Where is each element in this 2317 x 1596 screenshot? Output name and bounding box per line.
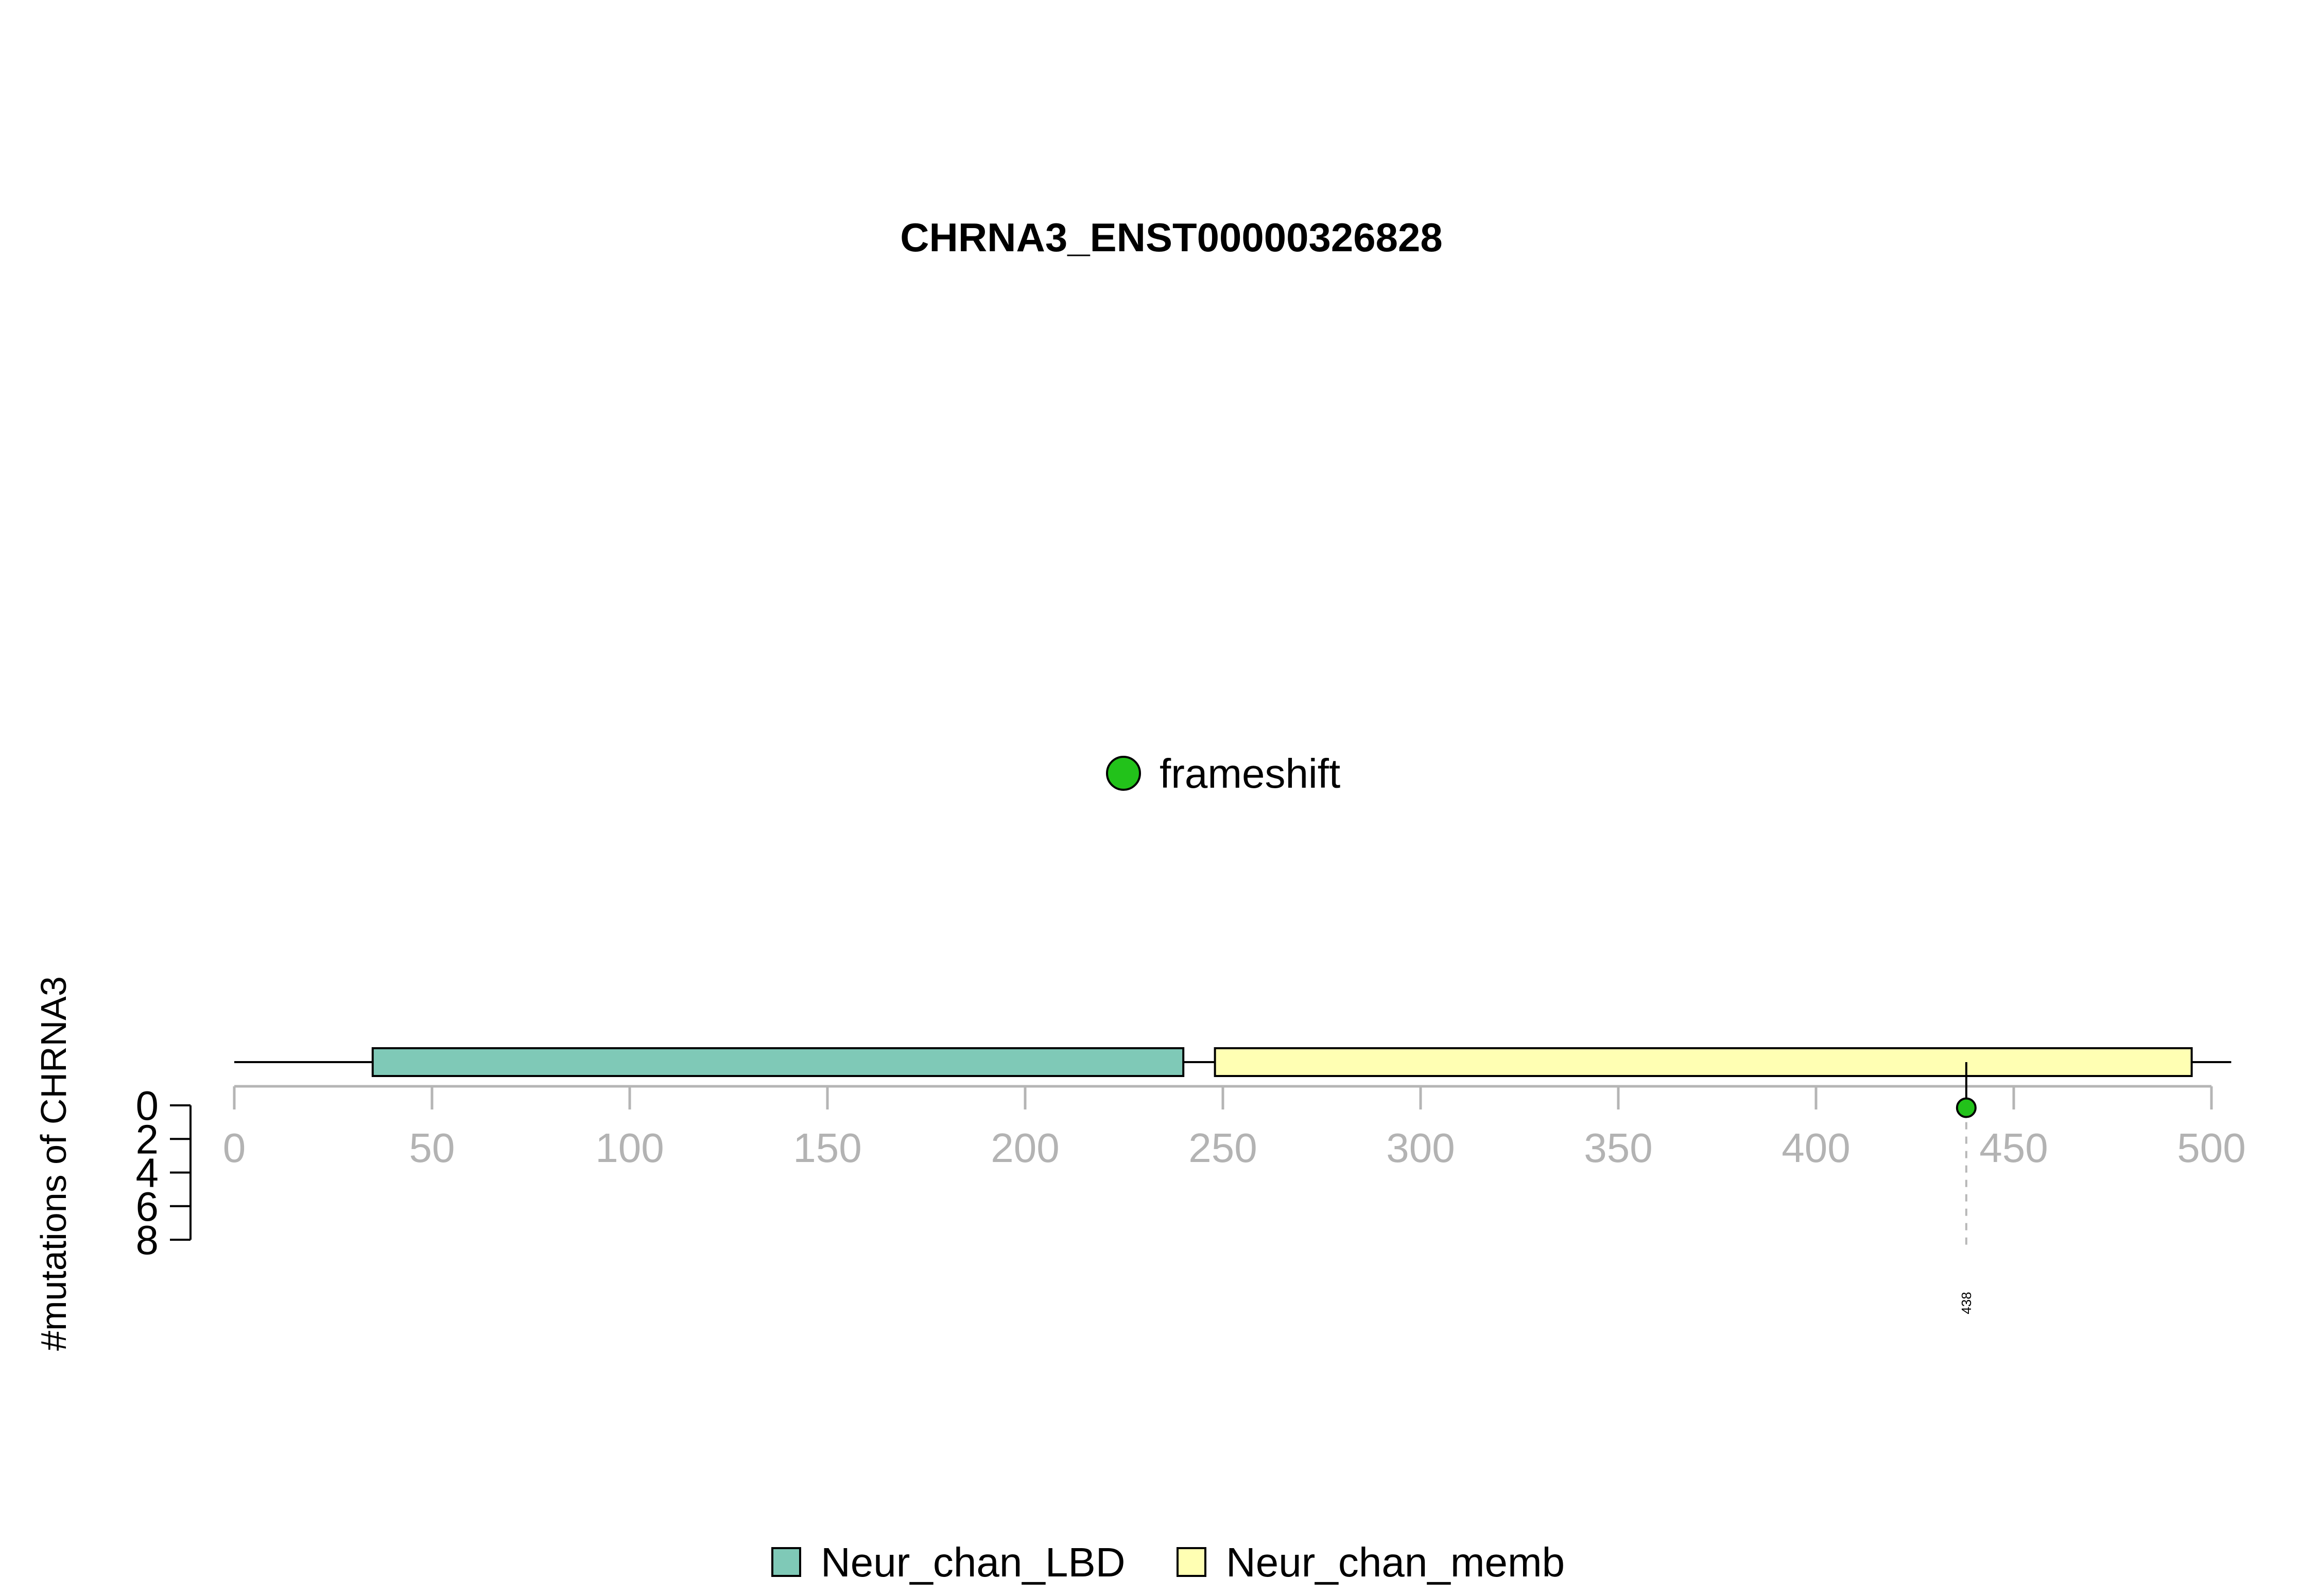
legend-label-Neur_chan_LBD: Neur_chan_LBD	[821, 1539, 1125, 1585]
x-tick-label-50: 50	[409, 1125, 455, 1171]
protein-track	[234, 1047, 2232, 1077]
x-tick-label-100: 100	[595, 1125, 664, 1171]
domain-legend: Neur_chan_LBD Neur_chan_memb	[771, 1539, 1565, 1585]
mutation-legend: frameshift	[1106, 751, 1340, 796]
chart-title: CHRNA3_ENST00000326828	[900, 215, 1443, 260]
y-tick-label-8: 8	[136, 1217, 159, 1263]
legend-swatch-Neur_chan_LBD	[771, 1547, 801, 1577]
y-tick-label-6: 6	[136, 1184, 159, 1229]
y-axis-label: #mutations of CHRNA3	[33, 976, 74, 1351]
legend-swatch-Neur_chan_memb	[1177, 1547, 1206, 1577]
x-axis: 0 50 100 150 200 250 300 350 400 450 500	[223, 1085, 2246, 1171]
domain-Neur_chan_memb	[1214, 1047, 2193, 1077]
x-tick-label-500: 500	[2177, 1125, 2245, 1171]
mutation-lollipops: 438	[1956, 1062, 1977, 1314]
x-tick-label-250: 250	[1188, 1125, 1257, 1171]
legend-frameshift-label: frameshift	[1160, 751, 1340, 796]
y-tick-label-4: 4	[136, 1150, 159, 1196]
mutation-position-label: 438	[1959, 1292, 1974, 1314]
x-tick-label-300: 300	[1386, 1125, 1455, 1171]
legend-label-Neur_chan_memb: Neur_chan_memb	[1226, 1539, 1565, 1585]
x-tick-label-200: 200	[991, 1125, 1059, 1171]
x-tick-label-400: 400	[1782, 1125, 1850, 1171]
x-tick-label-150: 150	[793, 1125, 861, 1171]
x-tick-label-350: 350	[1584, 1125, 1652, 1171]
domain-Neur_chan_LBD	[371, 1047, 1185, 1077]
y-tick-label-0: 0	[136, 1083, 159, 1129]
legend-frameshift-marker	[1106, 756, 1141, 791]
x-tick-label-0: 0	[223, 1125, 246, 1171]
y-tick-label-2: 2	[136, 1116, 159, 1162]
x-tick-label-450: 450	[1979, 1125, 2048, 1171]
mutation-point	[1956, 1097, 1977, 1118]
